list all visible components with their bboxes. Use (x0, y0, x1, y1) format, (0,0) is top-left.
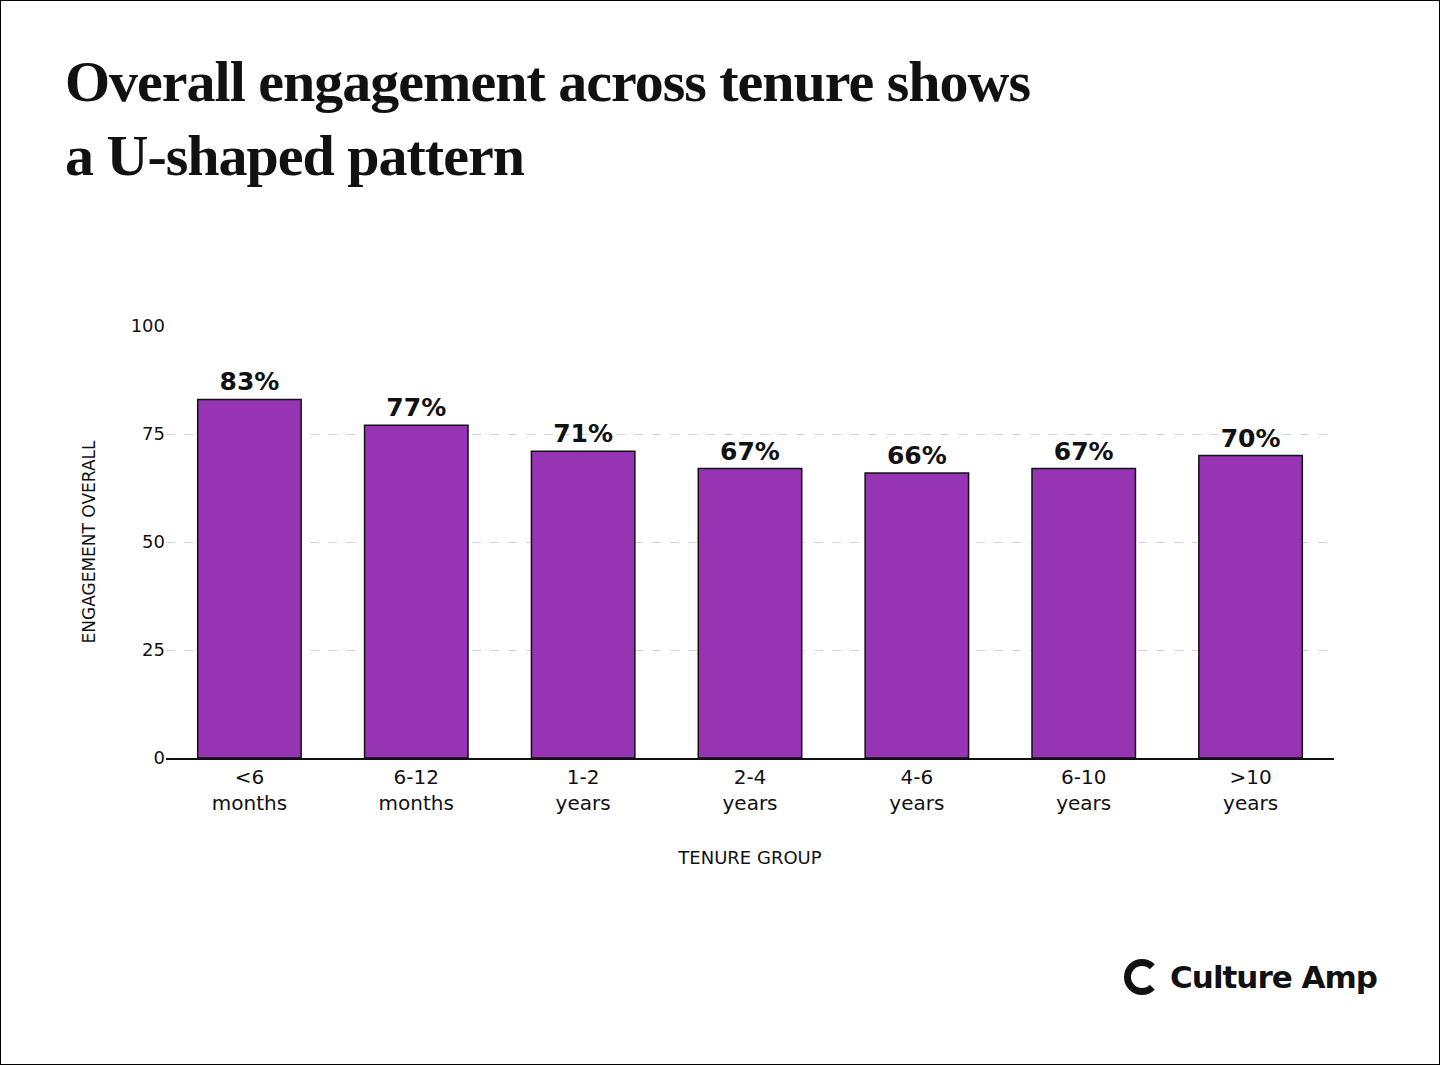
svg-text:6-12months: 6-12months (379, 765, 454, 815)
svg-text:2-4years: 2-4years (722, 765, 777, 815)
svg-text:>10years: >10years (1223, 765, 1278, 815)
svg-text:TENURE GROUP: TENURE GROUP (677, 847, 821, 868)
svg-text:ENGAGEMENT OVERALL: ENGAGEMENT OVERALL (79, 440, 99, 643)
svg-text:83%: 83% (220, 367, 280, 396)
html-text:Culture Amp: Culture Amp (1170, 959, 1377, 995)
html-text:Overall engagement across tenu: Overall engagement across tenure shows a… (65, 49, 1031, 188)
svg-text:77%: 77% (386, 393, 446, 422)
svg-text:4-6years: 4-6years (889, 765, 944, 815)
svg-text:66%: 66% (887, 441, 947, 470)
svg-text:71%: 71% (553, 419, 613, 448)
svg-text:50: 50 (142, 531, 165, 552)
svg-text:75: 75 (142, 423, 165, 444)
svg-text:25: 25 (142, 639, 165, 660)
svg-text:0: 0 (154, 747, 165, 768)
svg-text:67%: 67% (720, 437, 780, 466)
svg-text:6-10years: 6-10years (1056, 765, 1111, 815)
svg-text:1-2years: 1-2years (556, 765, 611, 815)
svg-text:70%: 70% (1221, 424, 1281, 453)
svg-text:100: 100 (131, 315, 165, 336)
svg-text:67%: 67% (1054, 437, 1114, 466)
svg-text:<6months: <6months (212, 765, 287, 815)
